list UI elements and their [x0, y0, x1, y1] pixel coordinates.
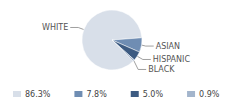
svg-text:0.9%: 0.9% — [199, 90, 220, 99]
svg-text:86.3%: 86.3% — [25, 90, 51, 99]
svg-text:BLACK: BLACK — [148, 65, 175, 74]
svg-text:ASIAN: ASIAN — [156, 42, 180, 51]
svg-text:5.0%: 5.0% — [143, 90, 164, 99]
svg-text:HISPANIC: HISPANIC — [153, 55, 191, 64]
svg-text:7.8%: 7.8% — [86, 90, 107, 99]
svg-text:WHITE: WHITE — [42, 23, 68, 32]
